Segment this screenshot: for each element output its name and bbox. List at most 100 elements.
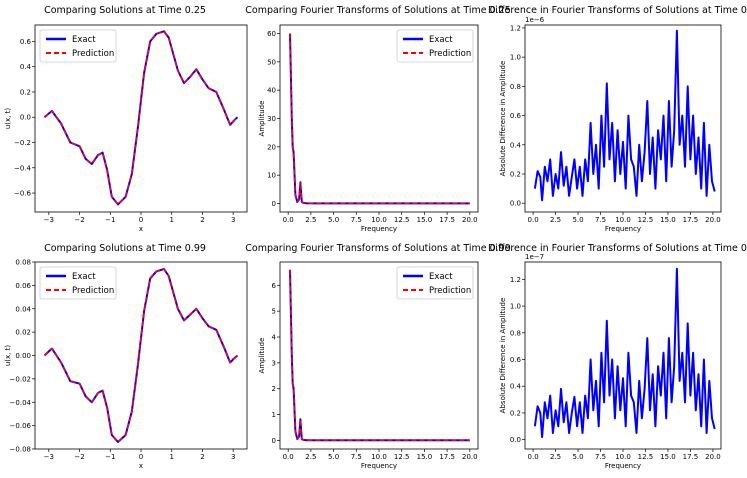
y-tick-label: 50 <box>267 58 276 66</box>
x-tick-label: 0.0 <box>283 216 294 224</box>
axis-exponent: 1e−7 <box>525 253 544 261</box>
x-tick-label: 12.5 <box>394 453 410 461</box>
x-tick-label: 3 <box>231 216 235 224</box>
x-tick-label: 5.0 <box>328 216 339 224</box>
chart-title: Difference in Fourier Transforms of Solu… <box>488 5 747 16</box>
x-tick-label: 2.5 <box>550 453 561 461</box>
y-tick-label: 6 <box>272 282 277 290</box>
x-tick-label: 20.0 <box>462 216 478 224</box>
y-tick-label: 0.0 <box>510 200 521 208</box>
chart-title: Comparing Solutions at Time 0.25 <box>44 5 206 16</box>
y-tick-label: 1.2 <box>510 276 521 284</box>
x-tick-label: 15.0 <box>660 453 676 461</box>
y-tick-label: 0.8 <box>510 83 521 91</box>
x-tick-label: 10.0 <box>371 216 387 224</box>
axis-exponent: 1e−6 <box>525 16 545 24</box>
y-tick-label: −0.6 <box>14 190 32 198</box>
x-axis-label: Frequency <box>361 462 397 470</box>
series-line-prediction <box>289 33 470 205</box>
x-axis-label: Frequency <box>605 225 641 233</box>
x-tick-label: 15.0 <box>417 453 433 461</box>
y-tick-label: 3 <box>272 359 276 367</box>
x-tick-label: 3 <box>231 453 235 461</box>
x-tick-label: 0.0 <box>283 453 294 461</box>
x-tick-label: 2.5 <box>305 453 316 461</box>
x-tick-label: 15.0 <box>660 216 676 224</box>
y-tick-label: 0.06 <box>15 282 31 290</box>
y-tick-label: 1.0 <box>510 54 521 62</box>
x-tick-label: 2.5 <box>550 216 561 224</box>
x-tick-label: −1 <box>105 216 115 224</box>
y-tick-label: 0.6 <box>20 38 32 46</box>
y-tick-label: 0.04 <box>15 305 31 313</box>
x-tick-label: 20.0 <box>705 453 721 461</box>
x-tick-label: 1 <box>169 453 173 461</box>
x-tick-label: 5.0 <box>328 453 339 461</box>
x-tick-label: 17.5 <box>439 216 455 224</box>
x-axis-label: Frequency <box>361 225 397 233</box>
x-tick-label: 0 <box>139 216 143 224</box>
legend-label: Prediction <box>72 286 114 296</box>
x-tick-label: 7.5 <box>351 453 362 461</box>
x-tick-label: 17.5 <box>683 216 699 224</box>
y-tick-label: −0.08 <box>10 446 31 454</box>
y-tick-label: 1 <box>272 411 276 419</box>
series-line-prediction <box>289 269 470 442</box>
y-tick-label: 30 <box>267 115 276 123</box>
x-tick-label: 17.5 <box>683 453 699 461</box>
legend-label: Exact <box>72 35 96 45</box>
legend-label: Exact <box>429 272 453 282</box>
x-tick-label: 7.5 <box>595 216 606 224</box>
legend-label: Prediction <box>429 49 471 59</box>
y-tick-label: 1.0 <box>510 303 521 311</box>
y-tick-label: 0.6 <box>510 112 522 120</box>
chart-title: Comparing Fourier Transforms of Solution… <box>245 243 511 254</box>
y-tick-label: 20 <box>267 143 276 151</box>
x-tick-label: 5.0 <box>572 453 583 461</box>
y-tick-label: 0.6 <box>510 356 522 364</box>
x-axis-label: x <box>139 462 143 470</box>
y-tick-label: 0.8 <box>510 329 521 337</box>
y-tick-label: 0.2 <box>20 88 31 96</box>
y-tick-label: 0.4 <box>20 63 32 71</box>
chart-title: Comparing Solutions at Time 0.99 <box>44 243 206 254</box>
y-axis-label: u(x, t) <box>4 108 12 130</box>
y-tick-label: 0.4 <box>510 141 522 149</box>
x-tick-label: 2 <box>200 453 204 461</box>
x-axis-label: Frequency <box>605 462 641 470</box>
y-axis-label: Absolute Difference in Amplitude <box>499 298 507 414</box>
chart-title: Comparing Fourier Transforms of Solution… <box>245 5 511 16</box>
y-tick-label: 40 <box>267 87 276 95</box>
x-tick-label: 12.5 <box>638 216 654 224</box>
x-tick-label: 0 <box>139 453 143 461</box>
y-tick-label: 10 <box>267 172 276 180</box>
x-tick-label: 12.5 <box>394 216 410 224</box>
y-tick-label: 0.00 <box>15 352 31 360</box>
y-tick-label: 60 <box>267 30 276 38</box>
y-tick-label: 0.2 <box>510 409 521 417</box>
legend-label: Exact <box>72 272 96 282</box>
x-tick-label: 7.5 <box>595 453 606 461</box>
y-tick-label: −0.2 <box>14 139 31 147</box>
y-tick-label: 0.4 <box>510 383 522 391</box>
x-tick-label: 20.0 <box>705 216 721 224</box>
x-tick-label: 10.0 <box>615 216 631 224</box>
x-tick-label: 15.0 <box>417 216 433 224</box>
x-tick-label: −3 <box>44 216 54 224</box>
x-tick-label: 0.0 <box>528 453 539 461</box>
x-tick-label: 1 <box>169 216 173 224</box>
x-axis-label: x <box>139 225 143 233</box>
x-tick-label: 7.5 <box>351 216 362 224</box>
series-line-exact <box>43 30 239 206</box>
x-tick-label: 2 <box>200 216 204 224</box>
y-tick-label: 5 <box>272 308 276 316</box>
x-tick-label: −2 <box>74 453 84 461</box>
x-tick-label: 12.5 <box>638 453 654 461</box>
series-line-difference <box>533 267 716 438</box>
y-axis-label: Absolute Difference in Amplitude <box>499 61 507 177</box>
x-tick-label: −1 <box>105 453 115 461</box>
y-tick-label: −0.04 <box>10 399 32 407</box>
y-axis-label: u(x, t) <box>4 345 12 367</box>
